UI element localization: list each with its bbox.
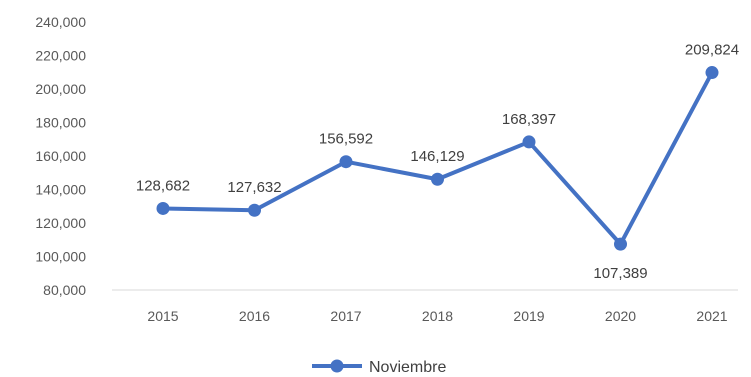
legend-label: Noviembre bbox=[369, 359, 446, 376]
data-label: 209,824 bbox=[685, 42, 739, 59]
data-label: 168,397 bbox=[502, 111, 556, 128]
data-label: 127,632 bbox=[227, 179, 281, 196]
data-labels: 128,682 127,632 156,592 146,129 168,397 107,3… bbox=[136, 42, 739, 283]
x-tick-label: 2017 bbox=[330, 308, 361, 324]
data-point bbox=[156, 201, 170, 215]
data-label: 128,682 bbox=[136, 177, 190, 194]
y-tick-label: 180,000 bbox=[35, 115, 86, 131]
y-tick-label: 200,000 bbox=[35, 81, 86, 97]
series-noviembre bbox=[156, 66, 719, 251]
data-label: 107,389 bbox=[593, 265, 647, 282]
y-tick-label: 220,000 bbox=[35, 48, 86, 64]
legend: Noviembre bbox=[312, 359, 446, 376]
x-tick-label: 2020 bbox=[605, 308, 636, 324]
y-tick-label: 100,000 bbox=[35, 249, 86, 265]
x-tick-label: 2016 bbox=[239, 308, 270, 324]
data-point bbox=[705, 66, 719, 80]
data-point bbox=[522, 135, 536, 149]
x-tick-label: 2019 bbox=[513, 308, 544, 324]
y-tick-label: 160,000 bbox=[35, 148, 86, 164]
legend-marker-swatch bbox=[330, 359, 344, 373]
x-tick-label: 2018 bbox=[422, 308, 453, 324]
y-axis: 80,000 100,000 120,000 140,000 160,000 180,00… bbox=[35, 14, 86, 298]
y-tick-label: 140,000 bbox=[35, 182, 86, 198]
data-point bbox=[248, 203, 261, 217]
data-point bbox=[339, 155, 353, 169]
x-tick-label: 2015 bbox=[147, 308, 178, 324]
x-tick-label: 2021 bbox=[696, 308, 727, 324]
data-label: 156,592 bbox=[319, 131, 373, 148]
data-point bbox=[614, 237, 627, 251]
data-point bbox=[431, 172, 444, 186]
y-tick-label: 120,000 bbox=[35, 215, 86, 231]
y-tick-label: 80,000 bbox=[43, 282, 86, 298]
x-axis: 2015 2016 2017 2018 2019 2020 2021 bbox=[147, 308, 727, 324]
y-tick-label: 240,000 bbox=[35, 14, 86, 30]
data-label: 146,129 bbox=[410, 148, 464, 165]
